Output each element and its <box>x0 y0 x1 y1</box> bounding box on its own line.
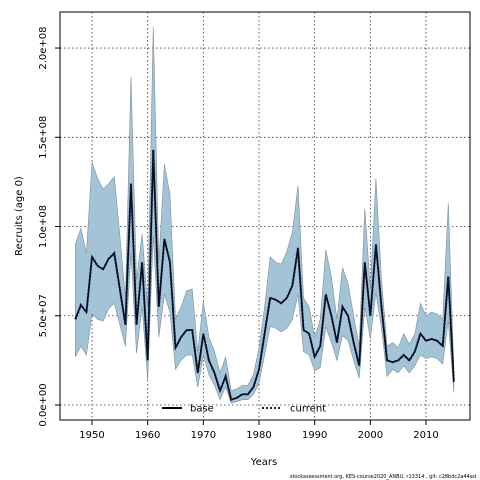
y-axis-label: Recruits (age 0) <box>14 176 25 256</box>
series-line <box>74 149 455 401</box>
x-tick-label: 1950 <box>79 430 104 441</box>
y-tick-label: 5.0e+07 <box>38 294 49 337</box>
x-tick-label: 1980 <box>246 430 271 441</box>
y-tick-label: 1.0e+08 <box>38 205 49 248</box>
y-tick-label: 1.5e+08 <box>38 116 49 159</box>
legend-label: current <box>290 404 326 415</box>
x-axis-label: Years <box>250 457 277 468</box>
x-tick-label: 1990 <box>302 430 327 441</box>
confidence-band <box>75 26 455 404</box>
footer: stockassessment.org, KES-course2020_ANBU… <box>290 474 476 480</box>
x-tick-label: 2010 <box>413 430 438 441</box>
y-tick-label: 0.0e+00 <box>38 383 49 426</box>
legend-label: base <box>190 404 214 415</box>
y-tick-label: 2.0e+08 <box>38 26 49 69</box>
plot-frame <box>59 11 471 421</box>
x-tick-label: 2000 <box>358 430 383 441</box>
x-tick-label: 1970 <box>191 430 216 441</box>
x-tick-label: 1960 <box>135 430 160 441</box>
